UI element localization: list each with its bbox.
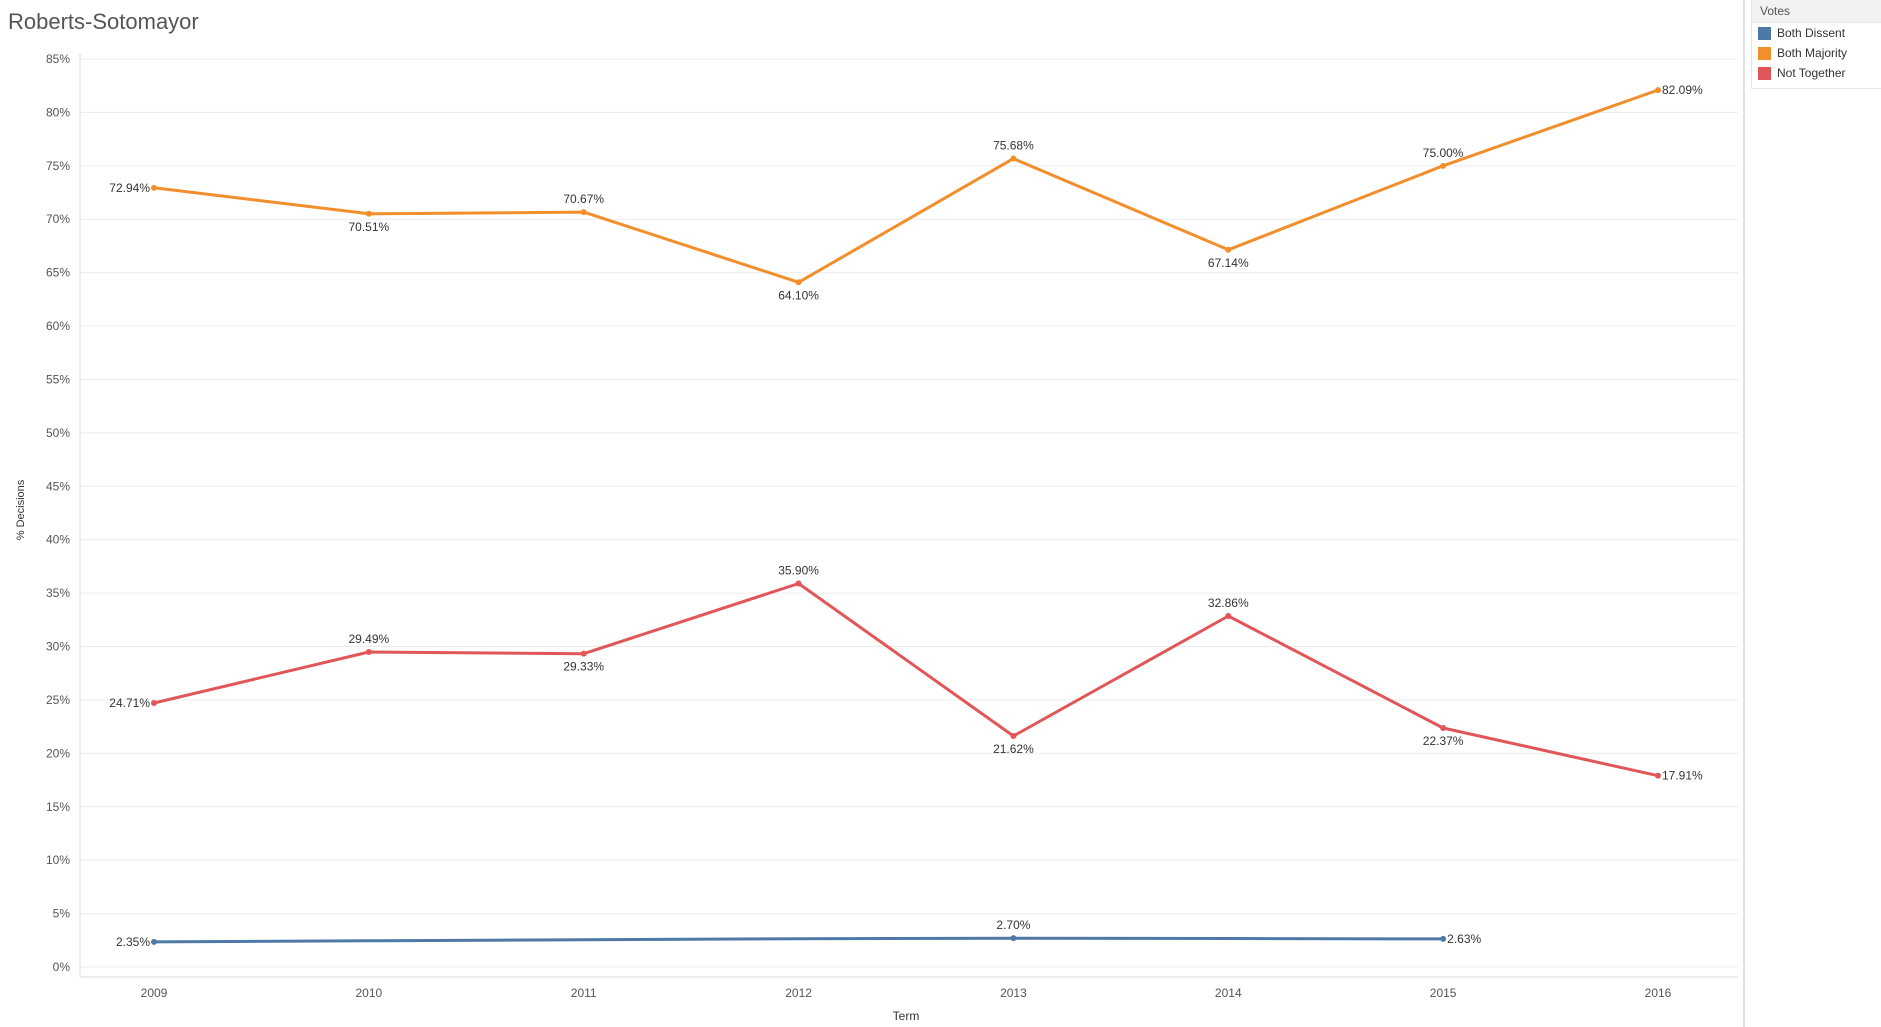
legend: Votes Both Dissent Both Majority Not Tog… [1751, 0, 1881, 89]
y-tick-label: 60% [46, 319, 70, 333]
data-label: 21.62% [993, 742, 1034, 756]
data-label: 64.10% [778, 288, 819, 302]
x-tick-label: 2012 [785, 986, 812, 1000]
legend-item-not-together[interactable]: Not Together [1752, 63, 1881, 83]
data-label: 17.91% [1662, 769, 1703, 783]
data-label: 70.67% [563, 192, 604, 206]
data-point[interactable] [1010, 935, 1017, 942]
data-label: 32.86% [1208, 596, 1249, 610]
data-label: 70.51% [349, 220, 390, 234]
data-point[interactable] [151, 184, 157, 191]
data-label: 29.33% [563, 660, 604, 674]
data-label: 22.37% [1423, 734, 1464, 748]
series-line-both-majority [153, 88, 1659, 284]
panel-divider [1743, 0, 1745, 1027]
data-label: 67.14% [1208, 256, 1249, 270]
data-label: 2.35% [116, 935, 150, 949]
y-tick-label: 25% [46, 693, 70, 707]
data-point[interactable] [151, 700, 157, 707]
y-tick-label: 75% [46, 159, 70, 173]
y-tick-label: 50% [46, 426, 70, 440]
x-tick-label: 2009 [141, 986, 168, 1000]
y-tick-label: 5% [53, 907, 71, 921]
data-point[interactable] [795, 279, 802, 286]
axes: 0% 5% 10% 15% 20% 25% 30% 35% 40% 45% 50% 55% 60% 65%… [46, 52, 1738, 1000]
x-tick-label: 2010 [356, 986, 383, 1000]
data-point[interactable] [1010, 155, 1017, 162]
data-point[interactable] [1655, 87, 1661, 94]
data-point[interactable] [580, 209, 587, 216]
data-label: 75.68% [993, 139, 1034, 153]
x-tick-label: 2014 [1215, 986, 1242, 1000]
data-labels: 2.35% 2.70% 2.63% 72.94% 70.51% 70.67% 64.10% 7… [109, 83, 1703, 949]
y-tick-label: 85% [46, 52, 70, 66]
y-tick-label: 0% [53, 960, 71, 974]
data-label: 75.00% [1423, 146, 1464, 160]
data-point[interactable] [580, 650, 587, 657]
data-point[interactable] [1225, 246, 1232, 253]
y-tick-label: 80% [46, 105, 70, 119]
series-line-both-dissent [153, 936, 1444, 944]
legend-item-label: Not Together [1777, 66, 1846, 80]
series-lines [151, 87, 1661, 945]
legend-swatch [1758, 46, 1771, 60]
y-tick-label: 10% [46, 853, 70, 867]
legend-title: Votes [1752, 0, 1881, 23]
x-tick-label: 2016 [1645, 986, 1672, 1000]
data-point[interactable] [795, 580, 802, 587]
y-tick-label: 40% [46, 533, 70, 547]
y-tick-label: 20% [46, 746, 70, 760]
data-point[interactable] [1440, 162, 1447, 169]
data-label: 2.70% [996, 918, 1030, 932]
data-point[interactable] [1225, 612, 1232, 619]
data-point[interactable] [1010, 733, 1017, 740]
data-label: 29.49% [349, 632, 390, 646]
data-label: 72.94% [109, 181, 150, 195]
data-point[interactable] [365, 210, 372, 217]
data-label: 82.09% [1662, 83, 1703, 97]
data-point[interactable] [151, 938, 157, 945]
legend-swatch [1758, 26, 1771, 40]
y-tick-label: 15% [46, 800, 70, 814]
data-point[interactable] [1655, 772, 1661, 779]
legend-item-label: Both Dissent [1777, 26, 1846, 40]
series-line-not-together [153, 582, 1659, 778]
legend-item-both-majority[interactable]: Both Majority [1752, 43, 1881, 63]
x-tick-label: 2011 [571, 986, 597, 1000]
y-tick-label: 65% [46, 266, 70, 280]
data-label: 24.71% [109, 696, 150, 710]
legend-item-both-dissent[interactable]: Both Dissent [1752, 23, 1881, 43]
data-label: 2.63% [1447, 932, 1481, 946]
data-point[interactable] [1440, 935, 1447, 942]
y-tick-label: 30% [46, 640, 70, 654]
legend-item-label: Both Majority [1777, 46, 1848, 60]
data-point[interactable] [1440, 725, 1447, 732]
legend-swatch [1758, 66, 1771, 80]
x-tick-label: 2015 [1430, 986, 1457, 1000]
y-tick-label: 35% [46, 586, 70, 600]
y-axis-title: % Decisions [15, 479, 27, 540]
data-point[interactable] [365, 648, 372, 655]
x-tick-label: 2013 [1000, 986, 1027, 1000]
grid-lines [80, 58, 1738, 968]
y-tick-label: 45% [46, 479, 70, 493]
y-tick-label: 55% [46, 372, 70, 386]
chart-title: Roberts-Sotomayor [8, 9, 199, 34]
data-label: 35.90% [778, 564, 819, 578]
x-axis-title: Term [893, 1009, 920, 1023]
y-tick-label: 70% [46, 212, 70, 226]
